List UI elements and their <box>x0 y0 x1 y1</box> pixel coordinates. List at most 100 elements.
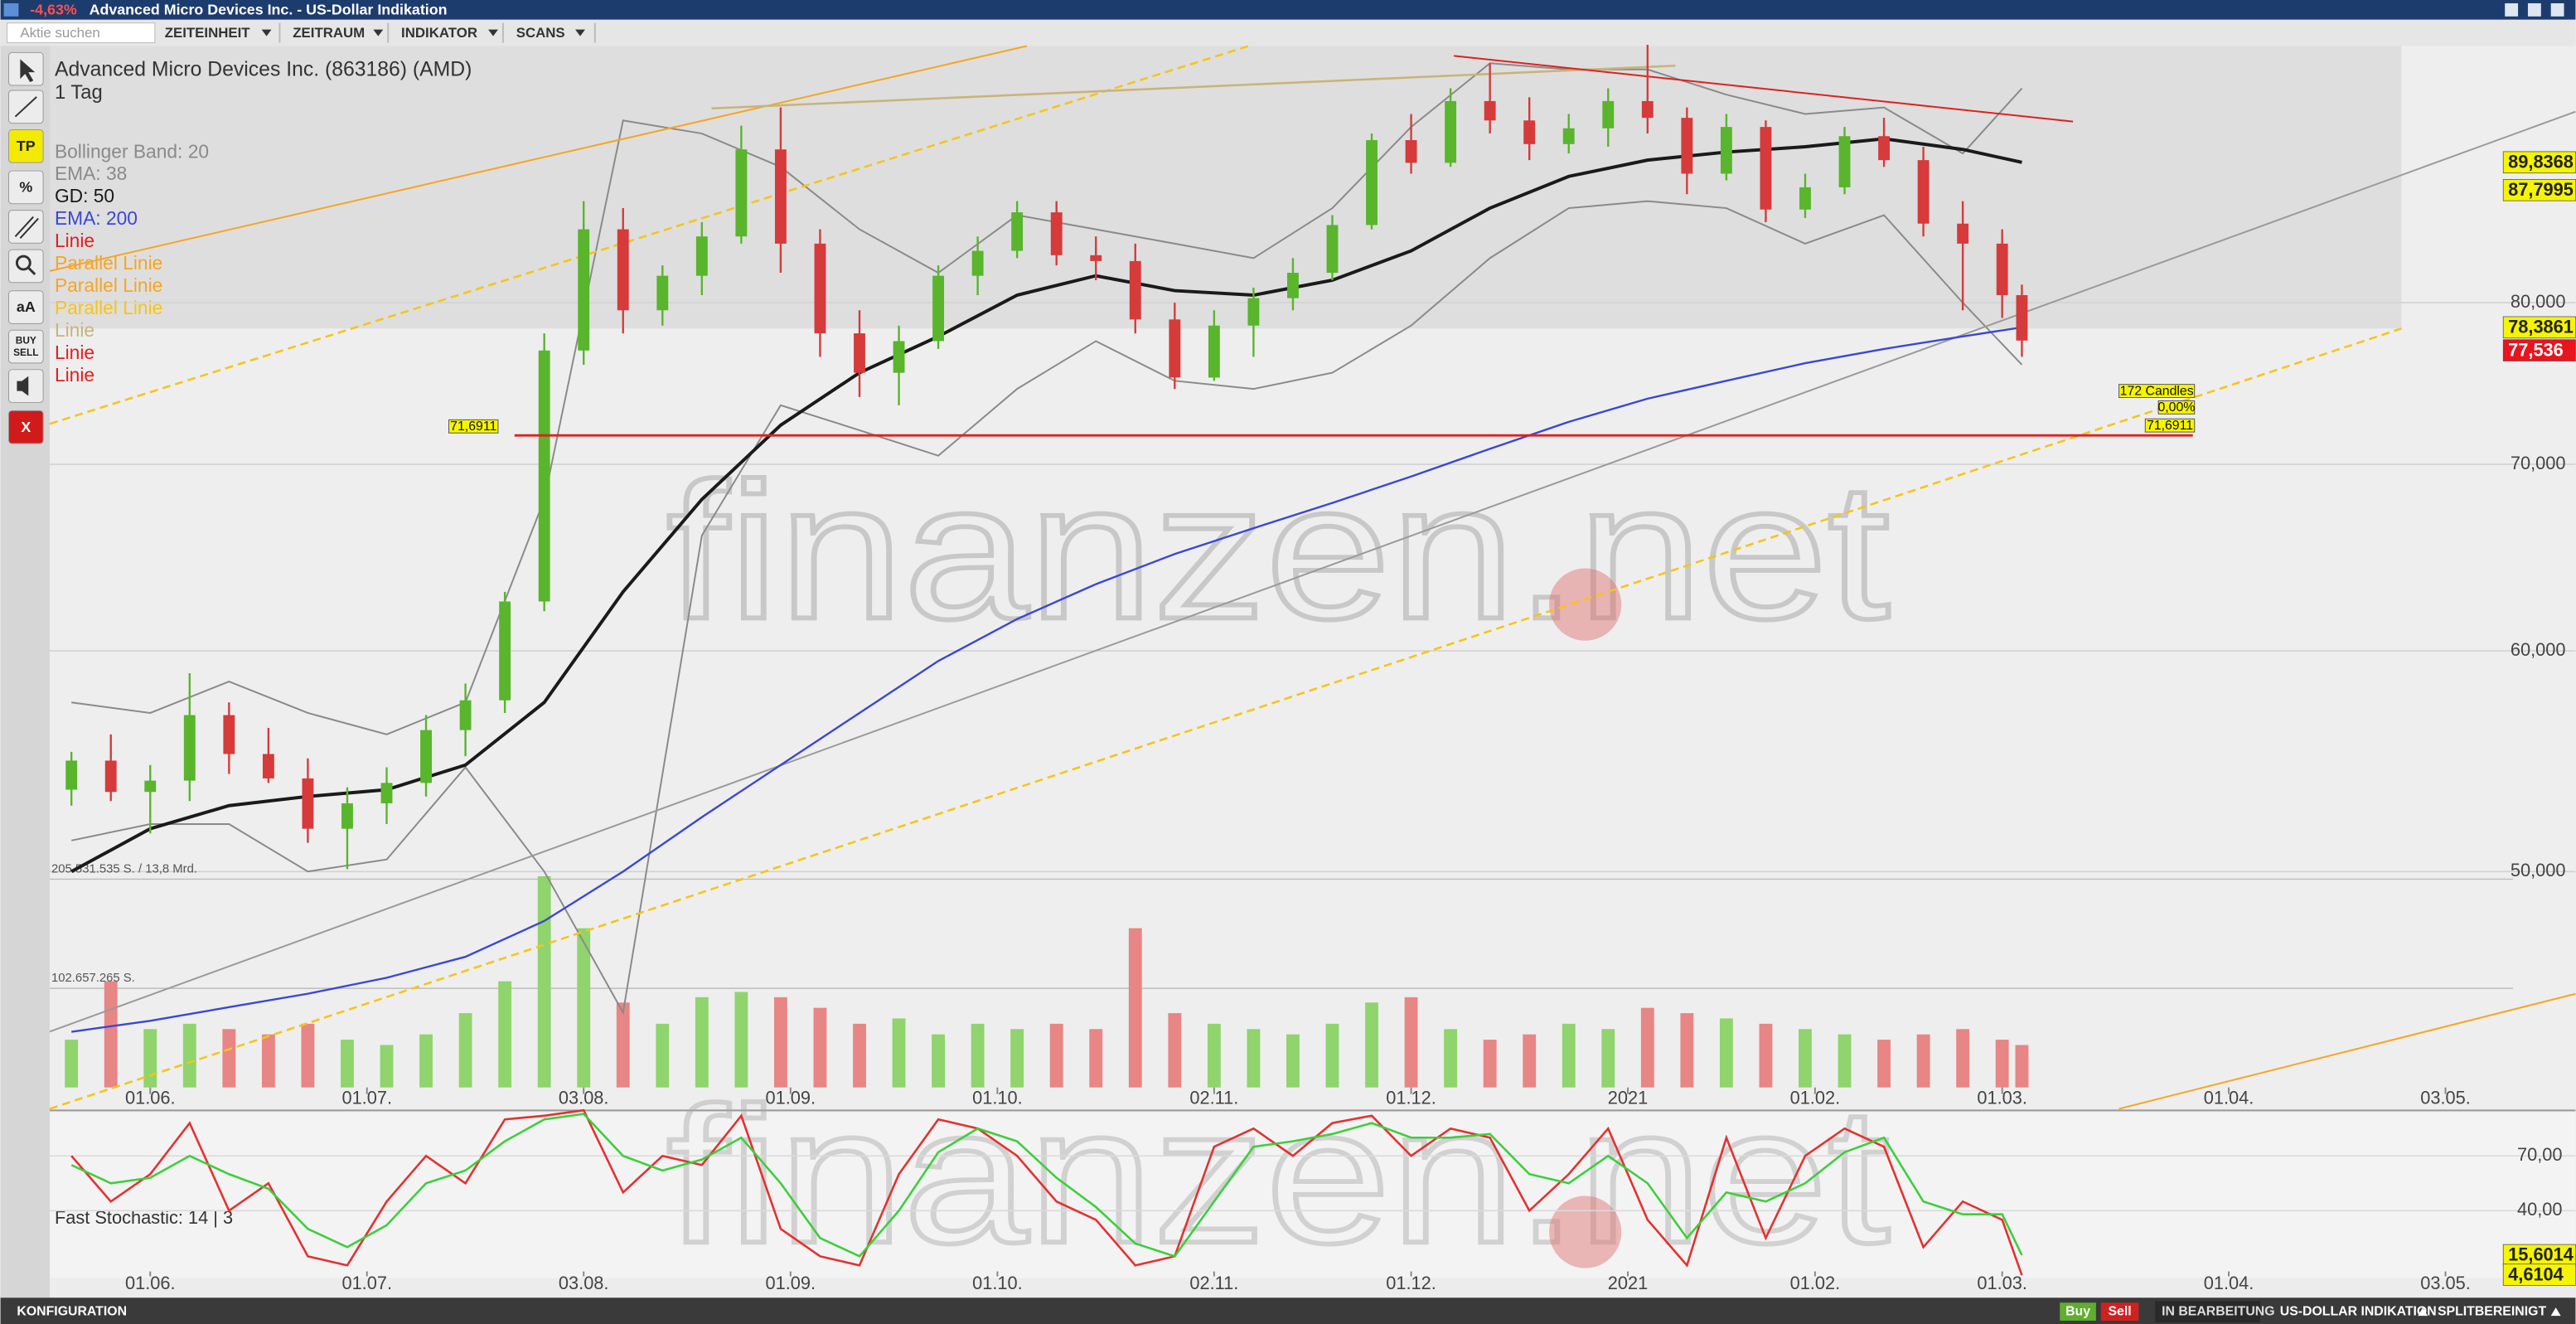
candle-body <box>656 275 669 311</box>
tp-tool[interactable] <box>8 129 44 163</box>
menu-zeiteinheit[interactable]: ZEITEINHEIT <box>165 25 251 41</box>
volume-bar <box>1049 1023 1063 1088</box>
volume-bar <box>1916 1034 1930 1088</box>
state-label: IN BEARBEITUNG <box>2162 1304 2274 1318</box>
volume-bar <box>261 1034 275 1088</box>
y-tick-label: 60,000 <box>2511 639 2566 660</box>
candle-body <box>144 780 157 793</box>
candle-body <box>1247 298 1260 326</box>
trend-line <box>1454 55 2074 123</box>
sell-button[interactable] <box>2100 1302 2139 1322</box>
level-box <box>2118 384 2196 398</box>
watermark-dot <box>1549 568 1622 641</box>
window-controls <box>2505 2 2564 17</box>
legend-entry: Linie <box>55 342 94 363</box>
interval: 1 Tag <box>55 81 103 104</box>
legend-entry: Linie <box>55 319 94 341</box>
price-marker-label: 15,6014 <box>2508 1244 2574 1265</box>
watermark-dot <box>1549 1195 1622 1268</box>
buy-label: Buy <box>2065 1304 2090 1318</box>
candle-body <box>341 803 353 829</box>
price-marker <box>2502 316 2576 339</box>
volume-bar <box>1562 1023 1576 1088</box>
volume-bar <box>616 1002 630 1088</box>
menu-zeitraum[interactable]: ZEITRAUM <box>293 25 365 41</box>
percent-tool[interactable] <box>8 170 44 205</box>
search-box[interactable] <box>7 22 156 44</box>
candle-body <box>302 778 314 829</box>
line-icon <box>14 96 37 118</box>
volume-bar <box>695 997 709 1088</box>
candle-body <box>1641 100 1654 119</box>
parallel-tool[interactable] <box>8 210 44 244</box>
legend-entry: Parallel Linie <box>55 252 162 274</box>
volume-bar <box>1759 1023 1773 1088</box>
volume-tick-label: 205.531.535 S. / 13,8 Mrd. <box>51 862 197 875</box>
x-tick-label: 01.02. <box>1790 1273 1841 1293</box>
price-marker <box>2502 151 2576 174</box>
buy-sell-tool[interactable] <box>8 329 44 364</box>
volume-tick-label: 102.657.265 S. <box>51 972 135 985</box>
adjust-menu[interactable]: SPLITBEREINIGT <box>2438 1304 2546 1318</box>
candle-body <box>1445 100 1457 163</box>
volume-bar <box>734 992 748 1088</box>
tp-label: TP <box>17 138 36 154</box>
candle-body <box>1484 100 1496 121</box>
candle-body <box>1050 212 1063 255</box>
x-tick-label: 01.04. <box>2204 1087 2254 1108</box>
candle-body <box>1760 127 1772 210</box>
volume-bar <box>1207 1023 1221 1088</box>
volume-bar <box>65 1040 79 1088</box>
volume-bar <box>1838 1034 1852 1088</box>
text-tool[interactable] <box>8 290 44 324</box>
candle-body <box>1602 100 1615 129</box>
price-marker <box>2502 1263 2576 1286</box>
price-marker-label: 77,536 <box>2508 339 2564 360</box>
volume-bar <box>1444 1029 1458 1088</box>
candle-body <box>65 760 78 790</box>
zoom-tool[interactable] <box>8 249 44 284</box>
config-button[interactable]: KONFIGURATION <box>17 1304 127 1318</box>
buy-label: BUY <box>16 334 36 346</box>
level-box <box>2157 400 2196 415</box>
parallel-line <box>2118 992 2576 1110</box>
volume-bar <box>1325 1023 1339 1088</box>
candle-body <box>1523 120 1536 144</box>
candle-body <box>1878 136 1890 161</box>
volume-bar <box>773 997 787 1088</box>
x-tick-label: 03.05. <box>2420 1087 2471 1108</box>
menu-scans[interactable]: SCANS <box>516 25 565 41</box>
search-placeholder: Aktie suchen <box>20 25 99 41</box>
status-bar <box>0 1297 2576 1324</box>
close-button[interactable] <box>2550 2 2564 17</box>
volume-bar <box>1956 1029 1970 1088</box>
indicator-line <box>71 326 2022 1033</box>
candle-body <box>735 149 748 237</box>
menu-indikator[interactable]: INDIKATOR <box>401 25 477 41</box>
title-bar <box>0 0 2576 20</box>
currency-menu[interactable]: US-DOLLAR INDIKATION <box>2280 1304 2437 1318</box>
dropdown-arrow <box>488 29 498 36</box>
price-marker <box>2502 339 2576 361</box>
buy-button[interactable] <box>2060 1302 2096 1322</box>
watermark: finanzen.net <box>666 442 1890 659</box>
trend-lines <box>49 45 2576 1110</box>
bollinger-lower <box>70 200 2023 1016</box>
level-box <box>448 419 499 434</box>
x-tick-label: 01.02. <box>1790 1087 1841 1108</box>
price-marker-label: 78,3861 <box>2508 317 2574 337</box>
maximize-button[interactable] <box>2527 2 2541 17</box>
volume-bar <box>498 981 512 1088</box>
delete-tool[interactable] <box>8 410 44 444</box>
legend-entry: EMA: 38 <box>55 162 127 184</box>
minimize-button[interactable] <box>2505 2 2519 17</box>
volume-bar <box>1877 1040 1891 1088</box>
x-tick-label: 01.07. <box>341 1087 392 1108</box>
x-tick-label: 03.08. <box>559 1087 609 1108</box>
legend-entry: Parallel Linie <box>55 297 162 318</box>
app-icon <box>3 2 19 17</box>
volume-bar <box>143 1029 157 1088</box>
window-title: Advanced Micro Devices Inc. - US-Dollar … <box>90 2 448 18</box>
